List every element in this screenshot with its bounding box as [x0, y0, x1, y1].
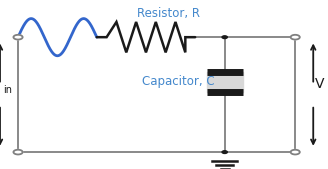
Text: V: V — [315, 77, 324, 91]
Circle shape — [222, 36, 227, 39]
Circle shape — [291, 35, 300, 40]
Circle shape — [291, 150, 300, 154]
Text: Capacitor, C: Capacitor, C — [142, 76, 215, 88]
Text: Resistor, R: Resistor, R — [137, 7, 200, 20]
Circle shape — [13, 35, 23, 40]
Text: in: in — [3, 85, 12, 95]
Circle shape — [13, 150, 23, 154]
Circle shape — [222, 151, 227, 153]
